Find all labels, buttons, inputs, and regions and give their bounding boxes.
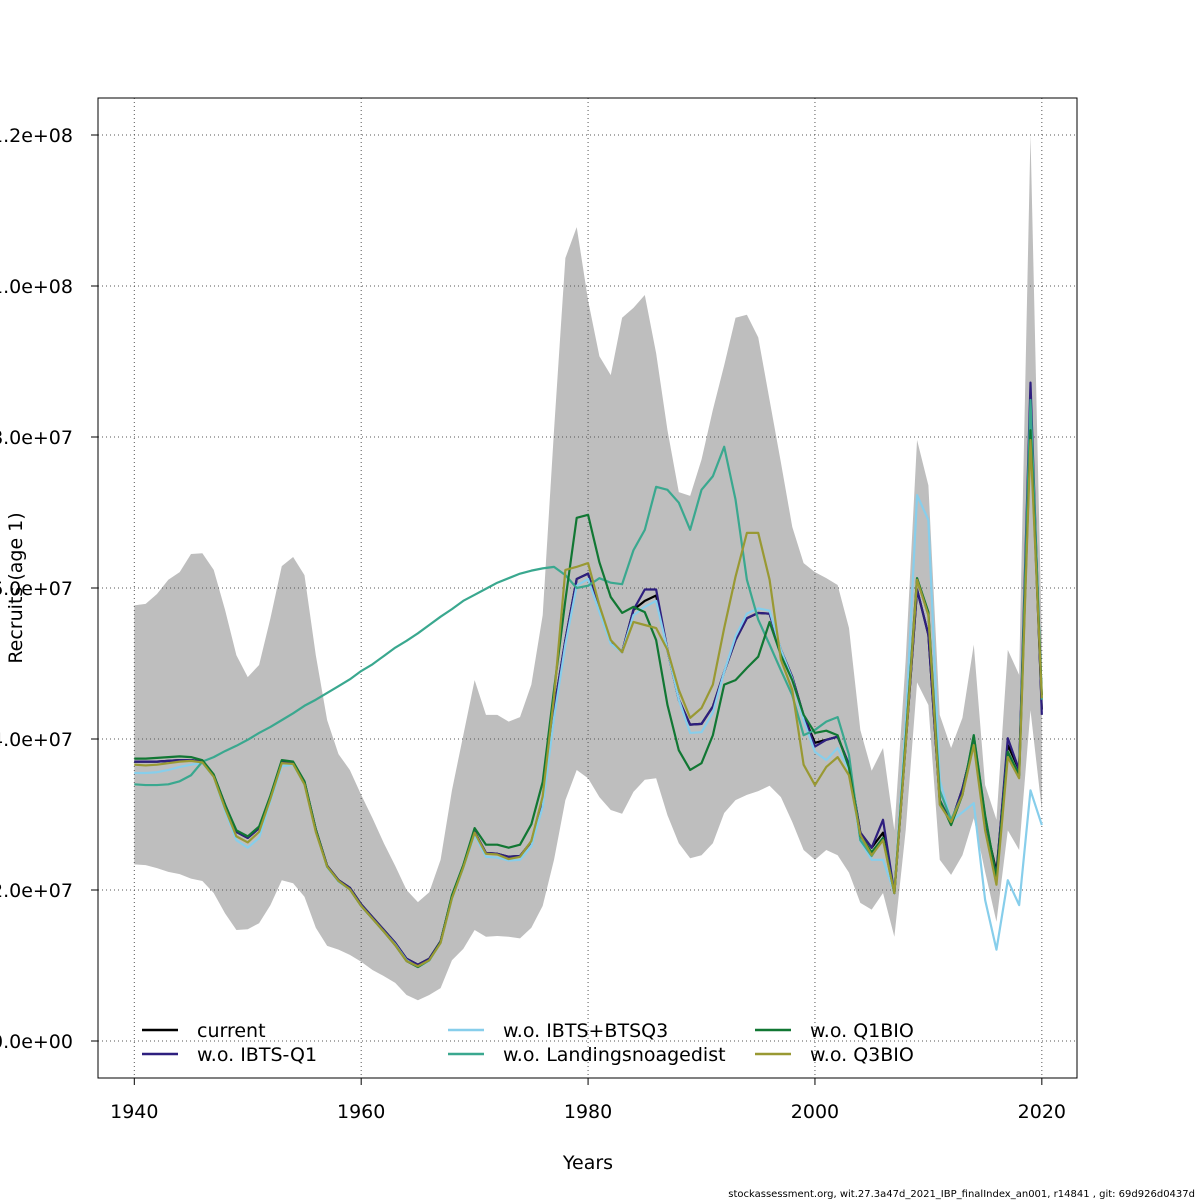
x-tick-label: 1940 xyxy=(110,1101,158,1123)
series-line xyxy=(134,438,1043,968)
y-tick-label: 4.0e+07 xyxy=(0,729,73,751)
legend-label: w.o. IBTS+BTSQ3 xyxy=(503,1020,668,1042)
legend-label: w.o. Q3BIO xyxy=(810,1044,914,1066)
y-tick-label: 2.0e+07 xyxy=(0,880,73,902)
footer: stockassessment.org, wit.27.3a47d_2021_I… xyxy=(728,1189,1195,1200)
y-tick-label: 0.0e+00 xyxy=(0,1031,73,1053)
x-axis-label: Years xyxy=(562,1152,613,1174)
y-axis-label: Recruits (age 1) xyxy=(5,512,27,663)
series-line xyxy=(134,381,1043,966)
series-line xyxy=(134,494,1043,969)
legend-label: current xyxy=(197,1020,266,1042)
x-tick-label: 1960 xyxy=(337,1101,385,1123)
y-tick-label: 6.0e+07 xyxy=(0,578,73,600)
legend-label: w.o. IBTS-Q1 xyxy=(197,1044,317,1066)
legend-label: w.o. Landingsnoagedist xyxy=(503,1044,726,1066)
y-tick-label: 1.2e+08 xyxy=(0,125,73,147)
plot-frame xyxy=(97,97,1078,1079)
legend-label: w.o. Q1BIO xyxy=(810,1020,914,1042)
y-tick-label: 8.0e+07 xyxy=(0,427,73,449)
x-tick-label: 2000 xyxy=(791,1101,839,1123)
x-tick-label: 1980 xyxy=(564,1101,612,1123)
x-tick-label: 2020 xyxy=(1018,1101,1066,1123)
y-tick-label: 1.0e+08 xyxy=(0,276,73,298)
